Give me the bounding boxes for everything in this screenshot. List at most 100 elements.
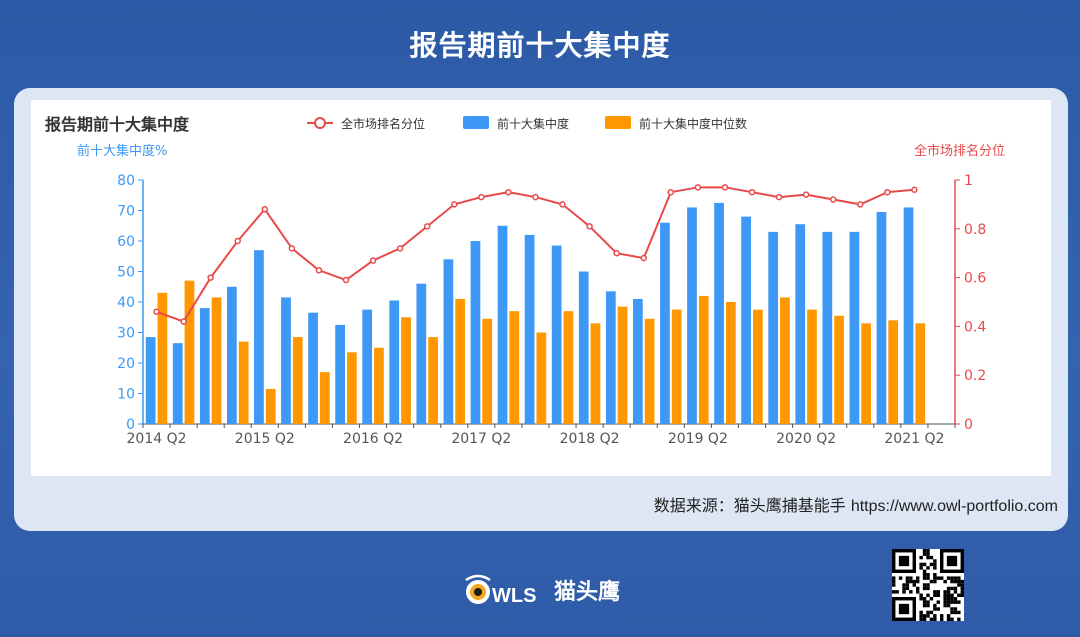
rank-point — [911, 186, 918, 194]
bar-median — [347, 352, 357, 424]
rank-point — [532, 193, 539, 201]
bar-median — [644, 318, 655, 424]
bar-median — [536, 332, 547, 424]
bar-median — [184, 280, 195, 424]
bar-median — [509, 311, 520, 424]
bar-top10 — [578, 271, 589, 424]
bar-median — [157, 292, 168, 424]
bar-top10 — [714, 202, 724, 424]
source-prefix: 数据来源：猫头鹰捕基能手 — [653, 496, 846, 515]
x-axis-tick-label: 2021 Q2 — [884, 431, 944, 447]
bar-top10 — [362, 309, 373, 424]
left-axis-tick-label: 10 — [117, 387, 135, 403]
rank-point — [153, 308, 160, 316]
rank-point — [451, 201, 458, 208]
bar-median — [265, 388, 276, 424]
chart-title: 报告期前十大集中度 — [45, 115, 190, 134]
bar-top10 — [632, 298, 643, 424]
bar-top10 — [768, 231, 779, 424]
source-url: https://www.owl-portfolio.com — [850, 498, 1058, 515]
legend-median-swatch — [605, 116, 631, 129]
qr-code-icon[interactable] — [892, 549, 964, 621]
brand-logo-text: WLS — [492, 585, 536, 607]
bar-median — [292, 337, 303, 424]
bar-median — [915, 323, 926, 424]
bar-median — [319, 372, 330, 424]
x-axis-tick-label: 2018 Q2 — [560, 431, 620, 447]
x-axis-tick-label: 2014 Q2 — [127, 431, 187, 447]
bar-top10 — [795, 224, 806, 424]
bar-median — [698, 295, 709, 424]
bar-median — [725, 302, 736, 424]
bar-top10 — [281, 297, 291, 424]
left-axis-tick-label: 80 — [117, 173, 135, 189]
rank-point — [884, 188, 891, 196]
rank-point — [748, 188, 756, 196]
bar-top10 — [524, 234, 535, 424]
rank-point — [857, 201, 864, 208]
chart-card: 报告期前十大集中度 前十大集中度% 全市场排名分位 全市场排名分位 前十大集中度 前十大集… — [14, 88, 1068, 531]
bar-median — [211, 297, 222, 424]
x-axis-tick-label: 2016 Q2 — [343, 431, 403, 447]
rank-point — [802, 191, 810, 198]
rank-point — [640, 254, 647, 262]
left-axis-title: 前十大集中度% — [77, 143, 167, 159]
bar-median — [671, 309, 682, 424]
bar-top10 — [849, 231, 860, 424]
bar-median — [807, 309, 817, 424]
rank-point — [775, 193, 783, 201]
bar-median — [563, 311, 574, 424]
left-axis-tick-label: 50 — [117, 265, 135, 281]
rank-point — [180, 318, 187, 325]
legend-top10-label: 前十大集中度 — [497, 116, 569, 131]
bar-median — [617, 306, 628, 424]
bar-top10 — [876, 212, 887, 424]
bar-top10 — [443, 259, 454, 424]
bar-median — [455, 298, 466, 424]
left-axis-tick-label: 40 — [117, 295, 135, 311]
rank-point — [667, 188, 675, 196]
bar-top10 — [687, 207, 697, 424]
legend-rank-label: 全市场排名分位 — [341, 116, 425, 131]
bar-median — [753, 309, 763, 424]
right-axis-tick-label: 0 — [964, 417, 973, 433]
bar-median — [834, 315, 844, 424]
bar-median — [238, 341, 249, 424]
left-axis-tick-label: 0 — [126, 417, 135, 433]
bar-top10 — [497, 225, 508, 424]
page-title: 报告期前十大集中度 — [409, 29, 671, 62]
right-axis-tick-label: 0.6 — [964, 271, 986, 287]
bar-top10 — [660, 222, 670, 424]
left-axis-tick-label: 20 — [117, 356, 135, 372]
rank-point — [721, 184, 729, 191]
x-axis-tick-label: 2017 Q2 — [451, 431, 511, 447]
bar-top10 — [389, 300, 400, 424]
right-axis-tick-label: 0.2 — [964, 368, 986, 384]
bar-top10 — [145, 337, 156, 424]
rank-point — [234, 237, 241, 245]
bar-top10 — [605, 291, 616, 424]
bar-median — [401, 317, 411, 424]
chart-panel: 报告期前十大集中度 前十大集中度% 全市场排名分位 全市场排名分位 前十大集中度 前十大集… — [31, 100, 1051, 476]
bar-top10 — [335, 324, 345, 424]
bar-median — [482, 318, 493, 424]
bar-top10 — [741, 216, 751, 424]
right-axis-tick-label: 0.8 — [964, 222, 986, 238]
data-source-note: 数据来源：猫头鹰捕基能手 https://www.owl-portfolio.c… — [654, 492, 1058, 516]
rank-point — [369, 257, 377, 264]
bar-top10 — [308, 312, 318, 424]
rank-point — [288, 245, 296, 252]
rank-point — [396, 245, 404, 252]
bar-top10 — [470, 241, 481, 424]
bar-top10 — [199, 308, 210, 424]
rank-point — [342, 276, 350, 284]
rank-point — [694, 184, 702, 191]
owl-logo-icon: WLS — [465, 574, 536, 607]
bar-median — [374, 347, 384, 424]
left-axis-tick-label: 70 — [117, 204, 135, 220]
rank-point — [478, 193, 485, 201]
right-axis-tick-label: 0.4 — [964, 319, 986, 335]
right-axis-title: 全市场排名分位 — [914, 143, 1005, 159]
x-axis-tick-label: 2015 Q2 — [235, 431, 295, 447]
